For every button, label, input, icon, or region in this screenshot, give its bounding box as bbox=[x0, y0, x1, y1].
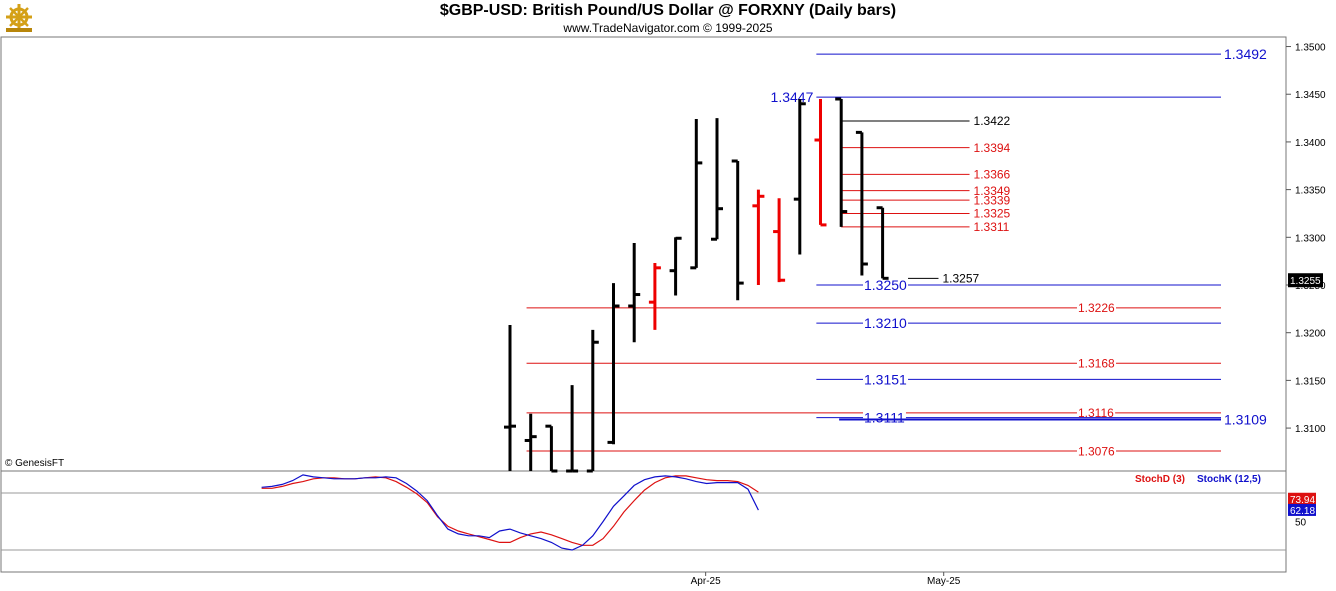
level-label-bg bbox=[863, 315, 909, 332]
ohlc-bar bbox=[690, 119, 703, 270]
level-label-bg bbox=[1077, 356, 1117, 371]
last-price-box bbox=[1288, 273, 1323, 288]
level-label: 1.3168 bbox=[1078, 357, 1115, 371]
price-tick-label: 1.3150 bbox=[1295, 376, 1326, 387]
x-axis-labels: Apr-25 May-25 bbox=[691, 572, 961, 587]
ohlc-bar bbox=[711, 118, 723, 241]
price-tick-label: 1.3300 bbox=[1295, 233, 1326, 244]
ohlc-bar bbox=[752, 189, 765, 285]
ohlc-bar bbox=[855, 130, 868, 276]
ohlc-bar bbox=[504, 325, 516, 471]
level-label: 1.3447 bbox=[771, 89, 814, 105]
ohlc-bar bbox=[607, 283, 620, 445]
level-label: 1.3325 bbox=[974, 207, 1011, 221]
chart-subtitle: www.TradeNavigator.com © 1999-2025 bbox=[563, 21, 773, 35]
level-label: 1.3339 bbox=[974, 193, 1011, 207]
ohlc-bar bbox=[628, 243, 641, 343]
ship-wheel-icon bbox=[6, 4, 32, 32]
level-label-bg bbox=[863, 277, 909, 293]
last-price-label: 1.3255 bbox=[1290, 276, 1321, 287]
level-label: 1.3111 bbox=[864, 410, 905, 426]
ohlc-bar bbox=[793, 99, 806, 255]
price-tick-label: 1.3200 bbox=[1295, 329, 1326, 340]
stoch-tick-label: 50 bbox=[1295, 518, 1307, 529]
ohlc-bar bbox=[669, 236, 682, 296]
chart-header: $GBP-USD: British Pound/US Dollar @ FORX… bbox=[0, 0, 1336, 37]
price-tick-label: 1.3350 bbox=[1295, 186, 1326, 197]
level-label-bg bbox=[863, 409, 906, 426]
last-price-tag: 1.3255 bbox=[1288, 273, 1323, 288]
stoch-value-label: 73.94 bbox=[1290, 495, 1315, 506]
ohlc-bar bbox=[566, 385, 579, 473]
ohlc-bar bbox=[731, 159, 744, 301]
stoch-legend-entry: StochK (12,5) bbox=[1197, 474, 1261, 485]
level-label: 1.3422 bbox=[974, 114, 1011, 128]
price-tick-label: 1.3100 bbox=[1295, 424, 1326, 435]
chart-title: $GBP-USD: British Pound/US Dollar @ FORX… bbox=[439, 2, 897, 19]
price-tick-label: 1.3500 bbox=[1295, 43, 1326, 54]
ohlc-bar bbox=[773, 198, 786, 283]
ohlc-bar bbox=[648, 263, 661, 330]
ohlc-bar bbox=[814, 99, 827, 227]
level-lines: 1.34921.34471.34221.33941.33661.33491.33… bbox=[526, 46, 1267, 459]
level-label: 1.3116 bbox=[1078, 406, 1114, 420]
level-label-bg bbox=[769, 89, 815, 106]
level-label-bg bbox=[1077, 406, 1116, 421]
price-panel-frame bbox=[0, 36, 1287, 472]
level-label: 1.3394 bbox=[974, 141, 1011, 155]
level-label: 1.3226 bbox=[1078, 301, 1115, 315]
stoch-value-label: 62.18 bbox=[1290, 506, 1315, 517]
level-label: 1.3311 bbox=[974, 220, 1010, 234]
ohlc-bar bbox=[545, 424, 558, 473]
stoch-series-line bbox=[261, 474, 759, 551]
level-label-bg bbox=[1077, 444, 1117, 459]
ohlc-bar bbox=[524, 413, 537, 471]
level-label: 1.3109 bbox=[1224, 411, 1267, 427]
panel-frames bbox=[0, 36, 1335, 573]
level-label-bg bbox=[863, 371, 909, 388]
stoch-legend-entry: StochD (3) bbox=[1135, 474, 1185, 485]
level-label: 1.3492 bbox=[1224, 46, 1267, 62]
price-tick-label: 1.3400 bbox=[1295, 138, 1326, 149]
level-label: 1.3076 bbox=[1078, 444, 1115, 458]
level-label: 1.3349 bbox=[974, 184, 1011, 198]
price-tick-label: 1.3450 bbox=[1295, 90, 1326, 101]
price-axis bbox=[1286, 37, 1335, 572]
level-label: 1.3151 bbox=[864, 371, 907, 387]
level-label: 1.3210 bbox=[864, 315, 907, 331]
ohlc-bar bbox=[586, 329, 599, 473]
stoch-panel-frame bbox=[0, 470, 1287, 573]
level-label: 1.3257 bbox=[942, 272, 979, 286]
x-tick-label: Apr-25 bbox=[691, 576, 721, 587]
ohlc-bar bbox=[835, 97, 848, 227]
ohlc-bar bbox=[876, 206, 889, 280]
copyright-label: © GenesisFT bbox=[5, 458, 65, 469]
level-label: 1.3250 bbox=[864, 277, 907, 293]
ohlc-bars bbox=[504, 97, 889, 473]
x-tick-label: May-25 bbox=[927, 576, 961, 587]
level-label-bg bbox=[1077, 301, 1117, 316]
stoch-value-box bbox=[1288, 503, 1316, 516]
level-label: 1.3366 bbox=[974, 168, 1011, 182]
stoch-value-box bbox=[1288, 492, 1316, 505]
